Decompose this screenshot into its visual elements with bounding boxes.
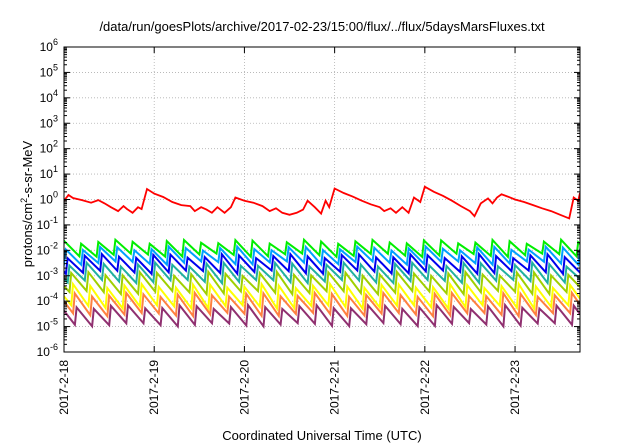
series-line (64, 244, 580, 268)
y-tick-label: 10-4 (37, 291, 58, 308)
y-tick-label: 103 (40, 113, 58, 130)
series-line (64, 237, 580, 260)
y-axis-label-sup: 2 (18, 197, 29, 203)
series-line (64, 290, 580, 320)
y-tick-label: 101 (40, 164, 58, 181)
y-tick-label: 100 (40, 190, 58, 207)
x-tick-label: 2017-2-23 (508, 360, 522, 415)
x-tick-label: 2017-2-20 (237, 360, 251, 415)
y-axis-label-suffix: -s-sr-MeV (20, 140, 36, 198)
chart-title: /data/run/goesPlots/archive/2017-02-23/1… (99, 19, 545, 34)
plot-area (64, 185, 580, 330)
series-line (64, 302, 580, 330)
x-tick-label: 2017-2-18 (57, 360, 71, 415)
x-tick-label: 2017-2-22 (418, 360, 432, 415)
y-tick-label: 10-6 (37, 342, 58, 359)
series-line (64, 280, 580, 312)
y-tick-label: 104 (40, 88, 58, 105)
y-tick-label: 105 (40, 62, 58, 79)
x-tick-label: 2017-2-19 (147, 360, 161, 415)
y-tick-label: 10-1 (37, 215, 58, 232)
y-axis-label-prefix: protons/cm (20, 202, 36, 268)
y-tick-label: 102 (40, 139, 58, 156)
y-tick-label: 10-3 (37, 266, 58, 283)
x-axis-label: Coordinated Universal Time (UTC) (222, 428, 422, 443)
x-tick-label: 2017-2-21 (328, 360, 342, 415)
series-line (64, 259, 580, 286)
y-axis-label: protons/cm2-s-sr-MeV (19, 141, 35, 267)
y-tick-label: 10-2 (37, 240, 58, 257)
series-line (64, 185, 580, 220)
y-tick-label: 106 (40, 37, 58, 54)
y-tick-label: 10-5 (37, 317, 58, 334)
series-line (64, 269, 580, 298)
series-line (64, 251, 580, 277)
